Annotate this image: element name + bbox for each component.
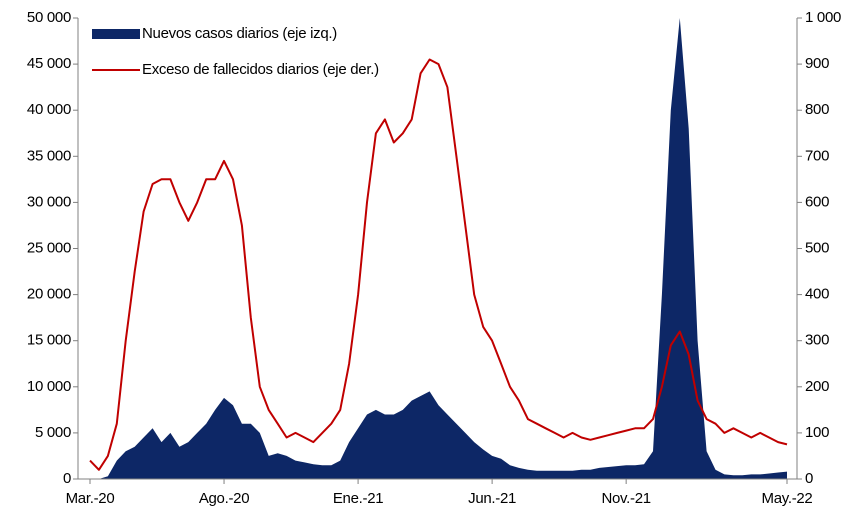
y2-tick-label: 800 — [805, 101, 829, 118]
y-tick-label: 40 000 — [27, 101, 71, 118]
y2-tick-label: 500 — [805, 239, 829, 256]
y2-tick-label: 700 — [805, 147, 829, 164]
cases-area — [90, 18, 787, 479]
legend-label: Exceso de fallecidos diarios (eje der.) — [142, 61, 379, 78]
y-tick-label: 25 000 — [27, 239, 71, 256]
y2-tick-label: 300 — [805, 332, 829, 349]
y-tick-label: 20 000 — [27, 286, 71, 303]
y-tick-label: 5 000 — [35, 424, 71, 441]
y2-tick-label: 1 000 — [805, 9, 841, 26]
y2-tick-label: 600 — [805, 193, 829, 210]
x-tick-label: Nov.-21 — [601, 490, 650, 507]
x-tick-label: Ene.-21 — [333, 490, 383, 507]
y-tick-label: 30 000 — [27, 193, 71, 210]
y2-tick-label: 0 — [805, 470, 813, 487]
y-tick-label: 15 000 — [27, 332, 71, 349]
x-tick-label: Mar.-20 — [66, 490, 115, 507]
legend-swatch — [92, 29, 140, 39]
y-tick-label: 10 000 — [27, 378, 71, 395]
y2-tick-label: 400 — [805, 286, 829, 303]
y-tick-label: 0 — [63, 470, 71, 487]
y-tick-label: 35 000 — [27, 147, 71, 164]
y2-tick-label: 200 — [805, 378, 829, 395]
x-tick-label: May.-22 — [762, 490, 813, 507]
y-tick-label: 45 000 — [27, 55, 71, 72]
deaths-line — [89, 58, 788, 471]
y2-tick-label: 100 — [805, 424, 829, 441]
y2-tick-label: 900 — [805, 55, 829, 72]
legend-label: Nuevos casos diarios (eje izq.) — [142, 25, 337, 42]
x-tick-label: Ago.-20 — [199, 490, 249, 507]
x-tick-label: Jun.-21 — [468, 490, 516, 507]
y-tick-label: 50 000 — [27, 9, 71, 26]
